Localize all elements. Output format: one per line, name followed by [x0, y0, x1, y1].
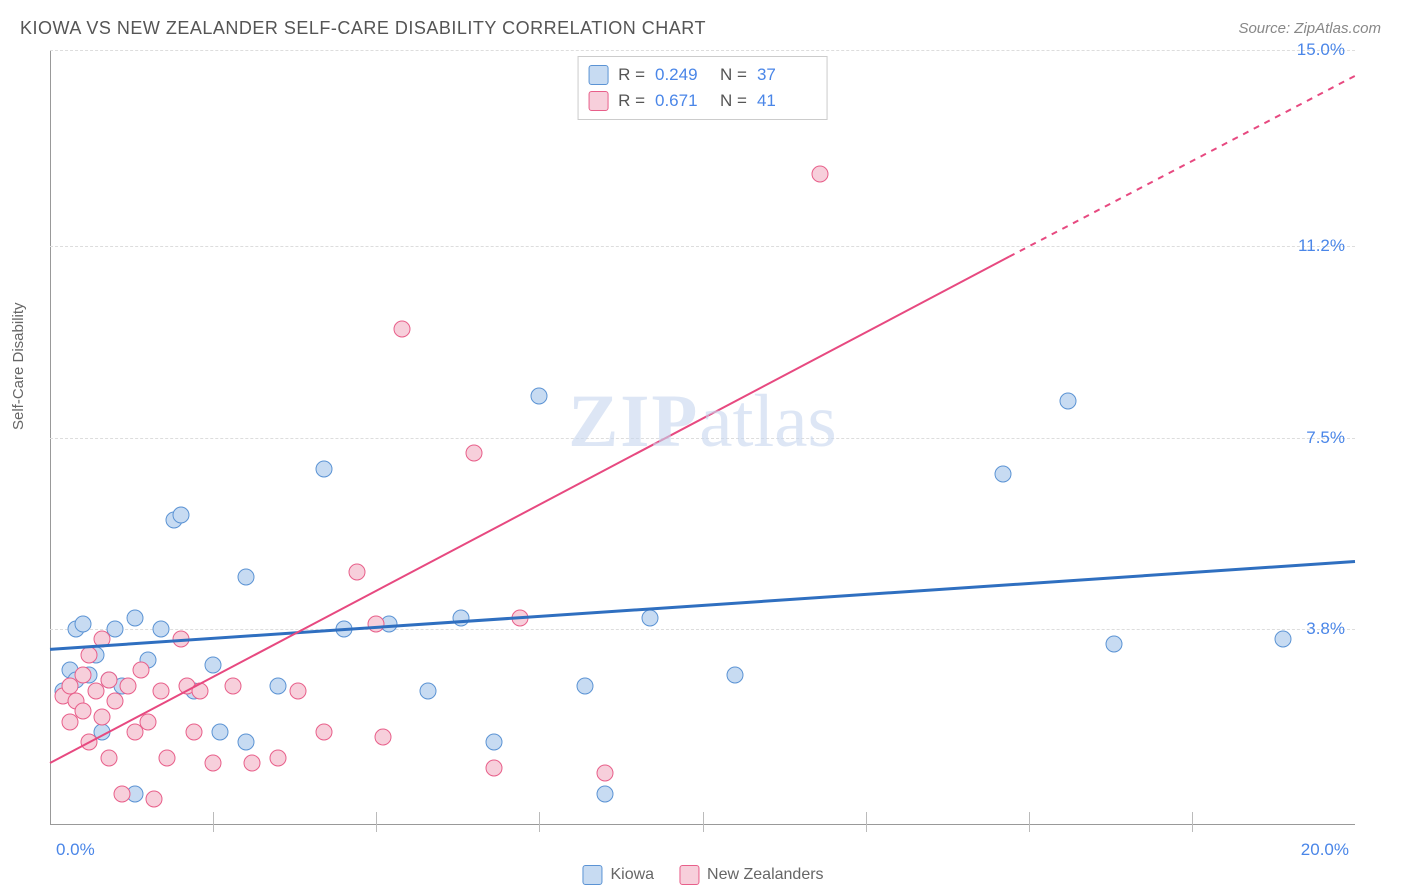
stats-n-value: 41: [757, 91, 812, 111]
chart-title: KIOWA VS NEW ZEALANDER SELF-CARE DISABIL…: [20, 18, 706, 39]
y-axis-label: Self-Care Disability: [10, 302, 27, 430]
stats-row: R = 0.671 N = 41: [588, 88, 812, 114]
trend-lines-svg: [50, 50, 1355, 825]
legend-label: New Zealanders: [707, 866, 824, 884]
stats-r-value: 0.671: [655, 91, 710, 111]
stats-legend-box: R = 0.249 N = 37 R = 0.671 N = 41: [577, 56, 828, 120]
stats-r-label: R =: [618, 65, 645, 85]
bottom-legend: Kiowa New Zealanders: [582, 865, 823, 885]
trend-line: [50, 257, 1009, 763]
legend-swatch: [582, 865, 602, 885]
x-axis-min-label: 0.0%: [56, 840, 95, 860]
legend-swatch: [679, 865, 699, 885]
stats-row: R = 0.249 N = 37: [588, 62, 812, 88]
series-swatch: [588, 65, 608, 85]
stats-r-label: R =: [618, 91, 645, 111]
legend-item: New Zealanders: [679, 865, 824, 885]
trend-line-dashed: [1009, 76, 1355, 257]
plot-area: 3.8%7.5%11.2%15.0% ZIPatlas R =0.249N =3…: [50, 50, 1355, 825]
trend-line: [50, 562, 1355, 650]
series-swatch: [588, 91, 608, 111]
source-attribution: Source: ZipAtlas.com: [1238, 20, 1381, 37]
legend-label: Kiowa: [610, 866, 654, 884]
stats-r-value: 0.249: [655, 65, 710, 85]
x-axis-max-label: 20.0%: [1301, 840, 1349, 860]
stats-n-label: N =: [720, 65, 747, 85]
stats-n-label: N =: [720, 91, 747, 111]
legend-item: Kiowa: [582, 865, 654, 885]
stats-n-value: 37: [757, 65, 812, 85]
